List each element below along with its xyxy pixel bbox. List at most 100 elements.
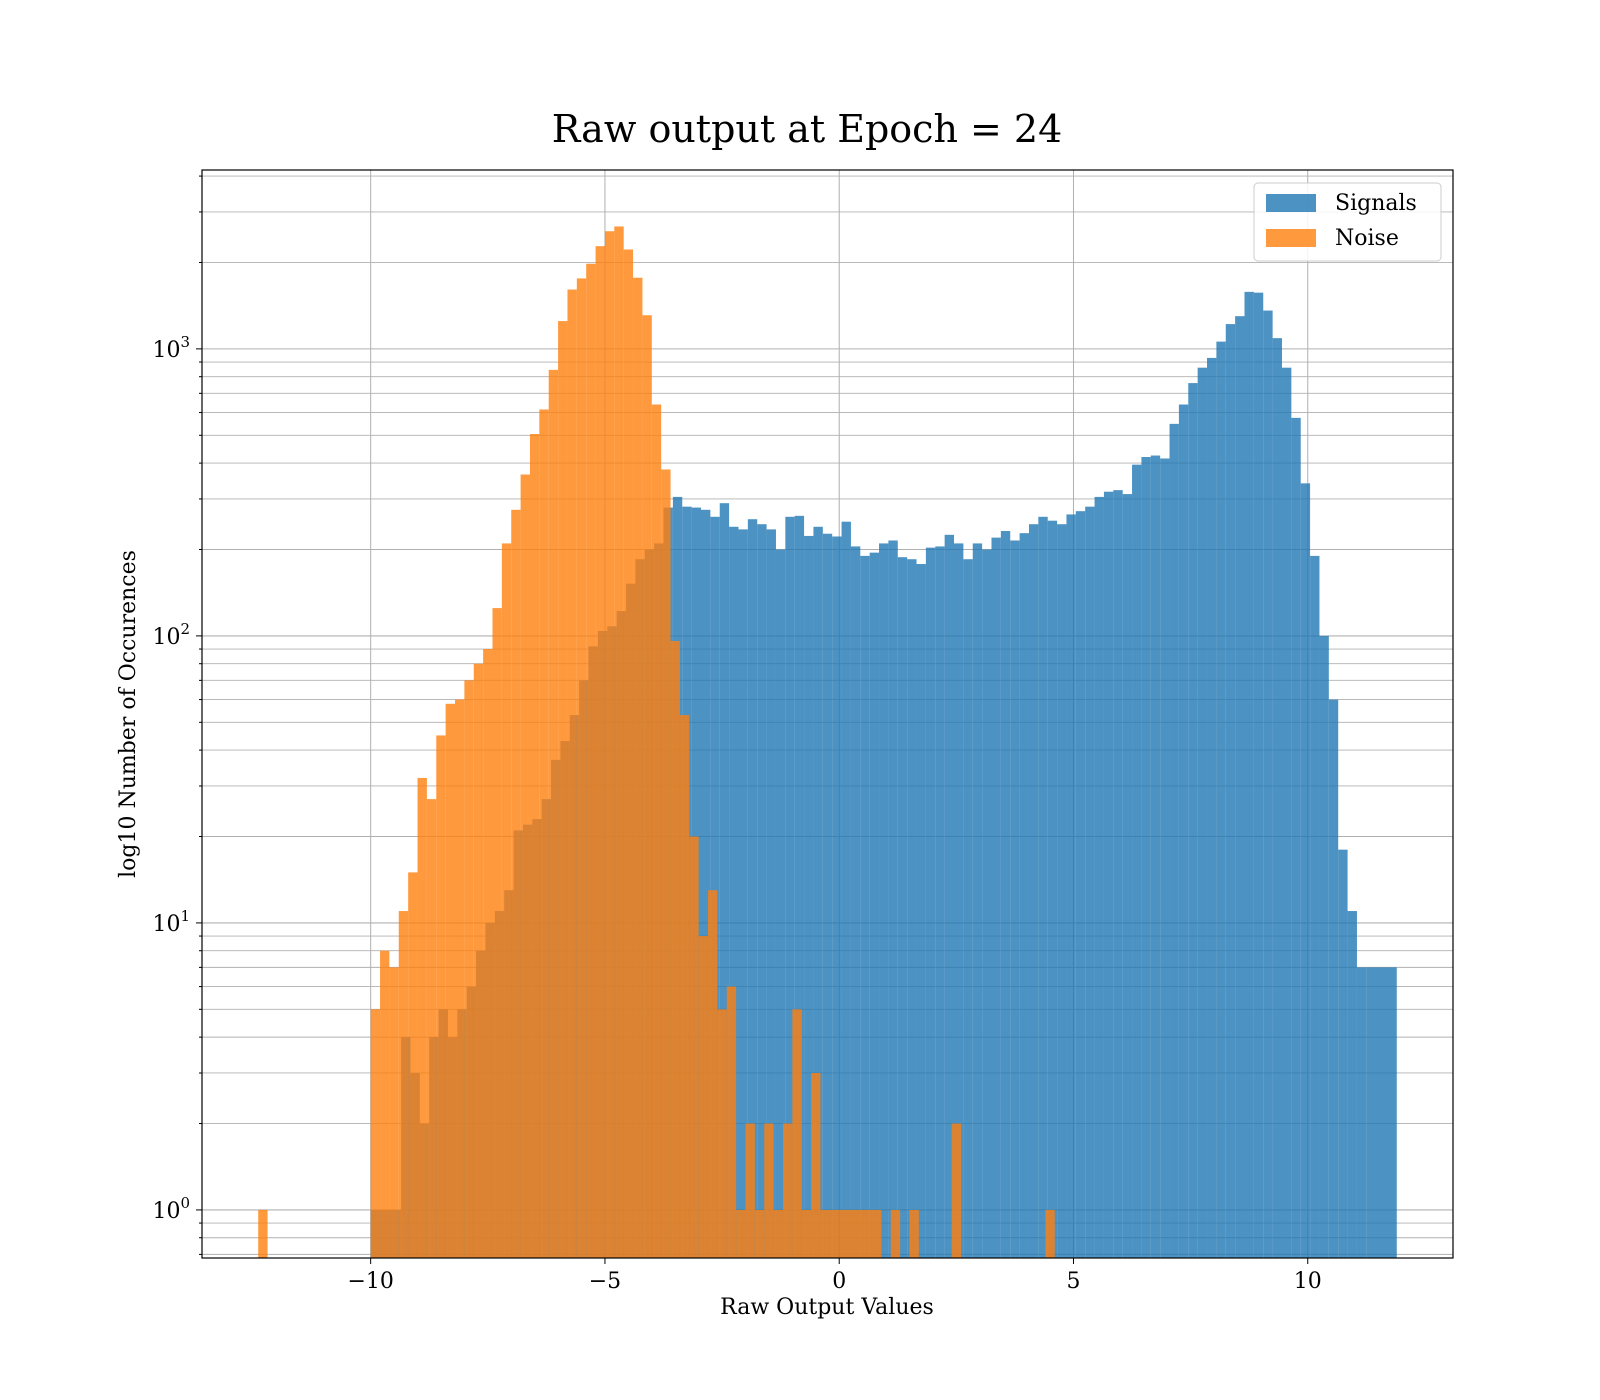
- histogram-bar-signals: [1347, 911, 1357, 1258]
- histogram-bar-noise: [829, 1209, 840, 1258]
- y-axis-label: log10 Number of Occurences: [116, 550, 141, 878]
- axis-ticks: −10 −5 0 5 10 100 101 102 103: [152, 175, 1322, 1294]
- histogram-bar-signals: [888, 540, 898, 1258]
- histogram-bar-signals: [1319, 635, 1329, 1258]
- histogram-bar-noise: [576, 278, 587, 1258]
- histogram-bar-signals: [1000, 530, 1011, 1258]
- x-axis-label: Raw Output Values: [720, 1295, 934, 1320]
- histogram-bar-signals: [1178, 404, 1189, 1258]
- histogram-bars: [258, 226, 1397, 1259]
- histogram-bar-noise: [890, 1209, 901, 1258]
- histogram-bar-noise: [1045, 1209, 1055, 1258]
- histogram-bar-noise: [764, 1123, 774, 1258]
- histogram-bar-signals: [1216, 341, 1226, 1258]
- histogram-bar-signals: [1253, 292, 1264, 1258]
- series-noise: [258, 226, 1055, 1259]
- histogram-bar-noise: [436, 735, 446, 1258]
- histogram-bar-signals: [860, 555, 870, 1258]
- histogram-bar-signals: [1235, 316, 1245, 1258]
- histogram-bar-signals: [1132, 464, 1142, 1258]
- histogram-bar-signals: [841, 521, 851, 1258]
- histogram-bar-signals: [1272, 338, 1282, 1258]
- histogram-bar-signals: [991, 537, 1001, 1258]
- histogram-bar-signals: [719, 503, 730, 1258]
- x-tick-label: 10: [1294, 1269, 1322, 1294]
- histogram-bar-noise: [773, 1209, 783, 1258]
- histogram-bar-signals: [1085, 506, 1095, 1259]
- histogram-bar-signals: [700, 509, 711, 1259]
- histogram-bar-signals: [1160, 458, 1170, 1258]
- histogram-bar-noise: [473, 663, 484, 1258]
- histogram-bar-signals: [757, 524, 767, 1258]
- legend: Signals Noise: [1253, 182, 1442, 262]
- histogram-bar-noise: [567, 289, 577, 1258]
- histogram-bar-noise: [661, 469, 671, 1258]
- legend-label-signals: Signals: [1335, 191, 1417, 216]
- histogram-bar-noise: [586, 263, 596, 1258]
- x-tick-label: −10: [347, 1269, 393, 1294]
- histogram-bar-signals: [1057, 524, 1067, 1258]
- histogram-bar-signals: [1047, 520, 1058, 1258]
- histogram-bar-signals: [785, 516, 795, 1258]
- histogram-bar-signals: [850, 546, 861, 1258]
- histogram-bar-signals: [822, 533, 833, 1258]
- histogram-bar-signals: [954, 543, 964, 1258]
- histogram-bar-noise: [455, 699, 465, 1258]
- histogram-bar-noise: [370, 1009, 381, 1258]
- histogram-bar-noise: [651, 404, 662, 1258]
- x-tick-label: 0: [832, 1269, 846, 1294]
- histogram-bar-noise: [501, 543, 512, 1258]
- histogram-bar-noise: [717, 1009, 727, 1258]
- histogram-bar-signals: [897, 557, 908, 1258]
- histogram-bar-noise: [464, 680, 474, 1258]
- histogram-bar-noise: [520, 474, 530, 1258]
- histogram-bar-noise: [445, 703, 456, 1258]
- histogram-bar-signals: [1225, 324, 1236, 1258]
- histogram-bar-signals: [1141, 457, 1151, 1259]
- histogram-bar-noise: [670, 640, 680, 1258]
- histogram-bar-signals: [1356, 967, 1367, 1258]
- histogram-bar-signals: [1066, 514, 1076, 1258]
- histogram-bar-signals: [982, 549, 992, 1258]
- histogram-bar-noise: [417, 777, 427, 1258]
- legend-label-noise: Noise: [1335, 226, 1399, 251]
- histogram-bar-signals: [944, 534, 955, 1258]
- histogram-bar-noise: [529, 434, 540, 1258]
- histogram-bar-noise: [754, 1209, 765, 1258]
- histogram-bar-noise: [792, 1009, 802, 1258]
- histogram-bar-noise: [909, 1209, 919, 1258]
- histogram-bar-noise: [511, 509, 521, 1259]
- histogram-bar-signals: [935, 546, 945, 1258]
- histogram-bar-signals: [1188, 383, 1198, 1258]
- histogram-bar-noise: [408, 872, 418, 1258]
- histogram-bar-noise: [426, 799, 437, 1258]
- histogram-bar-noise: [604, 231, 615, 1258]
- histogram-bar-signals: [1150, 455, 1161, 1258]
- histogram-bar-signals: [1338, 849, 1348, 1258]
- histogram-bar-noise: [595, 246, 605, 1258]
- histogram-bar-noise: [539, 409, 549, 1259]
- histogram-bar-noise: [623, 249, 634, 1258]
- histogram-bar-signals: [869, 552, 880, 1258]
- histogram-bar-signals: [1028, 524, 1039, 1258]
- histogram-bar-noise: [839, 1209, 882, 1258]
- histogram-bar-signals: [1244, 291, 1254, 1259]
- histogram-bar-signals: [907, 559, 917, 1258]
- histogram-bar-signals: [1075, 511, 1086, 1258]
- histogram-bar-noise: [736, 1209, 746, 1258]
- histogram-bar-noise: [398, 911, 409, 1258]
- histogram-bar-noise: [951, 1123, 962, 1258]
- y-tick-label: 102: [152, 620, 190, 650]
- histogram-bar-signals: [1122, 494, 1133, 1258]
- histogram-bar-signals: [747, 519, 758, 1258]
- histogram-bar-signals: [879, 543, 889, 1258]
- histogram-bar-signals: [1103, 491, 1114, 1258]
- histogram-bar-signals: [794, 515, 805, 1258]
- histogram-bar-noise: [642, 315, 652, 1258]
- histogram-bar-noise: [380, 950, 390, 1258]
- histogram-bar-noise: [258, 1209, 268, 1258]
- histogram-bar-signals: [963, 559, 973, 1258]
- histogram-bar-noise: [782, 1123, 793, 1258]
- histogram-bar-noise: [698, 936, 709, 1258]
